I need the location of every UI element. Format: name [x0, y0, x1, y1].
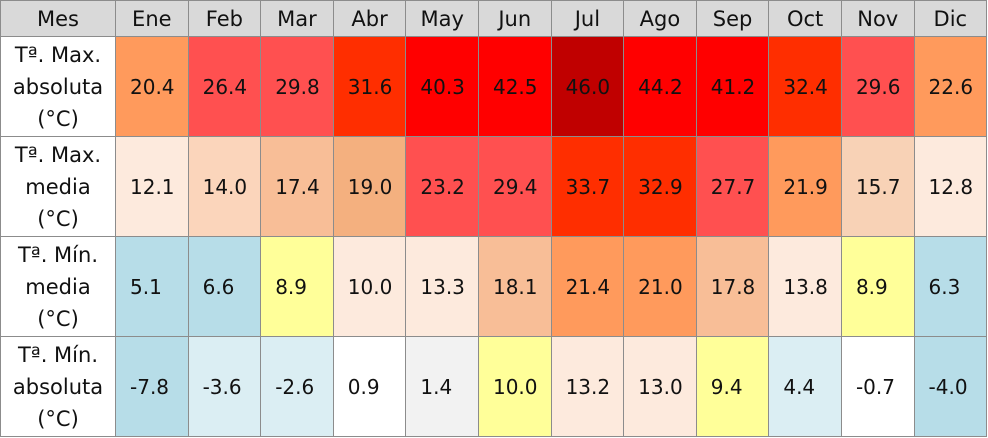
value-cell: 1.4 [405, 336, 479, 437]
header-month: Sep [695, 0, 770, 37]
value-cell: 13.0 [623, 336, 697, 437]
value-cell: 18.1 [477, 236, 552, 337]
header-month: Feb [187, 0, 262, 37]
value-cell: 27.7 [695, 136, 770, 237]
value-cell: 0.9 [332, 336, 407, 437]
value-cell: 10.0 [477, 336, 552, 437]
value-cell: 12.8 [913, 136, 988, 237]
value-cell: 8.9 [260, 236, 334, 337]
value-cell: 33.7 [550, 136, 625, 237]
row-label: Tª. Max. absoluta (°C) [0, 36, 116, 137]
value-cell: 21.0 [623, 236, 697, 337]
row-label-line: Tª. Mín. [17, 342, 98, 367]
value-cell: 26.4 [187, 36, 262, 137]
value-cell: 13.3 [405, 236, 479, 337]
value-cell: 17.4 [260, 136, 334, 237]
value-cell: 13.2 [550, 336, 625, 437]
header-month: Mar [260, 0, 334, 37]
value-cell: 9.4 [695, 336, 770, 437]
value-cell: -4.0 [913, 336, 988, 437]
row-label-line: media [25, 274, 91, 299]
row-min-absoluta: Tª. Mín. absoluta (°C) -7.8 -3.6 -2.6 0.… [0, 336, 988, 437]
value-cell: 40.3 [405, 36, 479, 137]
value-cell: 29.8 [260, 36, 334, 137]
row-label-line: (°C) [37, 106, 79, 131]
value-cell: 6.6 [187, 236, 262, 337]
row-label-line: Tª. Max. [14, 142, 102, 167]
header-month: Oct [768, 0, 842, 37]
value-cell: 29.4 [477, 136, 552, 237]
value-cell: 12.1 [115, 136, 189, 237]
value-cell: 6.3 [913, 236, 988, 337]
value-cell: 22.6 [913, 36, 988, 137]
row-label-line: Tª. Mín. [17, 242, 98, 267]
value-cell: -7.8 [115, 336, 189, 437]
value-cell: 19.0 [332, 136, 407, 237]
value-cell: 32.4 [768, 36, 842, 137]
header-month: Jul [550, 0, 625, 37]
value-cell: 20.4 [115, 36, 189, 137]
value-cell: 29.6 [840, 36, 915, 137]
value-cell: 44.2 [623, 36, 697, 137]
header-row: Mes Ene Feb Mar Abr May Jun Jul Ago Sep … [0, 0, 988, 37]
row-max-absoluta: Tª. Max. absoluta (°C) 20.4 26.4 29.8 31… [0, 36, 988, 137]
header-month: Jun [477, 0, 552, 37]
value-cell: 17.8 [695, 236, 770, 337]
value-cell: -2.6 [260, 336, 334, 437]
row-label: Tª. Max. media (°C) [0, 136, 116, 237]
header-month: Ago [623, 0, 697, 37]
value-cell: 8.9 [840, 236, 915, 337]
value-cell: 14.0 [187, 136, 262, 237]
value-cell: 46.0 [550, 36, 625, 137]
value-cell: 42.5 [477, 36, 552, 137]
row-label-line: (°C) [37, 306, 79, 331]
value-cell: -3.6 [187, 336, 262, 437]
row-max-media: Tª. Max. media (°C) 12.1 14.0 17.4 19.0 … [0, 136, 988, 237]
row-min-media: Tª. Mín. media (°C) 5.1 6.6 8.9 10.0 13.… [0, 236, 988, 337]
value-cell: 31.6 [332, 36, 407, 137]
value-cell: 10.0 [332, 236, 407, 337]
value-cell: 32.9 [623, 136, 697, 237]
value-cell: 23.2 [405, 136, 479, 237]
value-cell: 13.8 [768, 236, 842, 337]
value-cell: 15.7 [840, 136, 915, 237]
header-month: Ene [115, 0, 189, 37]
header-mes: Mes [0, 0, 116, 37]
row-label: Tª. Mín. media (°C) [0, 236, 116, 337]
header-month: Abr [332, 0, 407, 37]
row-label-line: absoluta [12, 374, 104, 399]
header-month: May [405, 0, 479, 37]
value-cell: 4.4 [768, 336, 842, 437]
row-label-line: Tª. Max. [14, 42, 102, 67]
value-cell: 41.2 [695, 36, 770, 137]
row-label-line: media [25, 174, 91, 199]
row-label: Tª. Mín. absoluta (°C) [0, 336, 116, 437]
value-cell: -0.7 [840, 336, 915, 437]
header-month: Nov [840, 0, 915, 37]
header-month: Dic [913, 0, 988, 37]
row-label-line: (°C) [37, 406, 79, 431]
value-cell: 21.9 [768, 136, 842, 237]
row-label-line: absoluta [12, 74, 104, 99]
value-cell: 21.4 [550, 236, 625, 337]
value-cell: 5.1 [115, 236, 189, 337]
row-label-line: (°C) [37, 206, 79, 231]
